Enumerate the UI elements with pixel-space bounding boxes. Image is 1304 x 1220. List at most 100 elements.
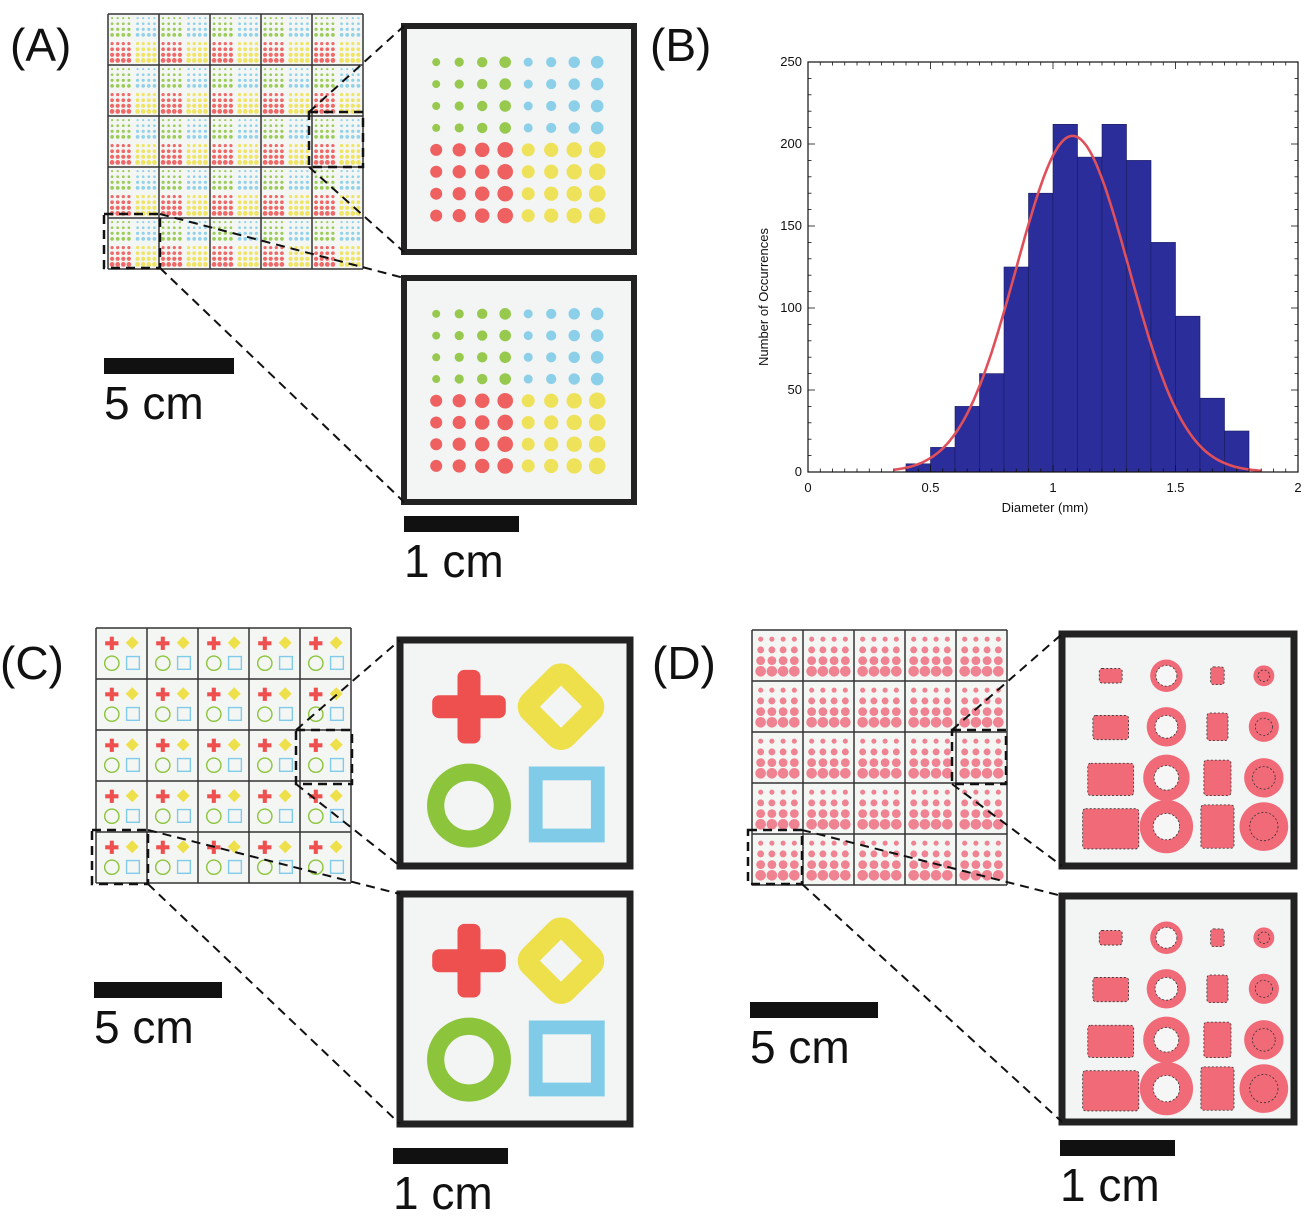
dot — [198, 118, 201, 122]
dot — [167, 231, 171, 235]
dot — [186, 237, 191, 241]
dot — [339, 92, 344, 97]
dot — [212, 118, 216, 122]
dot — [325, 154, 330, 159]
dot — [263, 194, 267, 199]
dot — [255, 220, 258, 224]
dot — [115, 262, 121, 267]
dot — [223, 103, 228, 108]
dot — [178, 16, 182, 20]
dot — [268, 33, 273, 37]
dot — [141, 73, 145, 77]
dot — [351, 180, 355, 184]
dot — [116, 143, 120, 148]
dot — [269, 129, 273, 133]
dot — [229, 73, 233, 77]
dot — [109, 103, 115, 108]
dot — [152, 251, 157, 256]
dot — [262, 109, 268, 114]
dot — [263, 67, 267, 71]
dot — [212, 186, 216, 190]
dot — [280, 47, 284, 52]
dot — [152, 84, 157, 88]
dot — [212, 129, 216, 133]
dot — [299, 103, 304, 108]
dot — [161, 251, 165, 256]
dot — [223, 27, 227, 31]
dot — [147, 180, 151, 184]
dot — [357, 226, 360, 230]
histogram-bar — [1175, 315, 1201, 473]
dot — [294, 22, 298, 26]
dot — [299, 98, 304, 103]
dot — [152, 231, 157, 235]
dot — [228, 58, 234, 63]
dot — [345, 194, 349, 199]
dot — [243, 143, 247, 148]
dot — [115, 211, 121, 216]
dot — [192, 175, 196, 179]
dot — [198, 27, 202, 31]
dot — [325, 124, 329, 128]
dot — [135, 129, 140, 133]
dot — [288, 27, 293, 31]
dot — [172, 226, 176, 230]
dot — [269, 226, 273, 230]
dot — [228, 103, 234, 108]
dot — [121, 47, 126, 52]
dot — [146, 58, 152, 63]
dot — [203, 98, 208, 103]
dot — [319, 33, 324, 37]
dot — [203, 47, 208, 52]
dot — [280, 200, 284, 205]
dot — [314, 129, 318, 133]
dot — [217, 33, 222, 37]
dot — [197, 52, 202, 57]
dot — [127, 135, 131, 139]
dot — [203, 84, 208, 88]
dot — [167, 118, 170, 122]
dot — [350, 256, 355, 261]
dot — [166, 103, 171, 108]
dot — [279, 211, 285, 216]
dot — [109, 52, 115, 57]
dot — [224, 169, 227, 173]
dot — [152, 205, 157, 210]
dot — [345, 84, 350, 88]
dot — [331, 231, 335, 235]
dot — [172, 180, 176, 184]
dot — [223, 154, 228, 159]
dot — [161, 135, 165, 139]
dot — [356, 237, 361, 241]
dot — [127, 67, 131, 71]
dot — [237, 92, 242, 97]
dot — [320, 129, 324, 133]
dot — [299, 211, 305, 216]
dot — [350, 52, 355, 57]
dot — [228, 160, 234, 165]
dot — [218, 175, 222, 179]
dot — [300, 194, 304, 199]
dot — [263, 47, 267, 52]
dot — [313, 58, 319, 63]
dot — [274, 73, 278, 77]
dot — [263, 98, 267, 103]
dot — [274, 256, 279, 261]
dot — [146, 33, 151, 37]
dot — [212, 84, 216, 88]
dot — [218, 231, 222, 235]
dot — [160, 205, 166, 210]
dot — [147, 220, 150, 224]
dot — [198, 67, 201, 71]
dot — [351, 245, 355, 250]
dot — [166, 98, 171, 103]
dot — [110, 124, 114, 128]
dot — [305, 92, 310, 97]
dot — [229, 33, 233, 37]
dot — [120, 109, 126, 114]
dot — [203, 211, 208, 216]
dot — [243, 73, 247, 77]
dot — [325, 175, 329, 179]
dot — [110, 231, 114, 235]
dot — [262, 52, 268, 57]
